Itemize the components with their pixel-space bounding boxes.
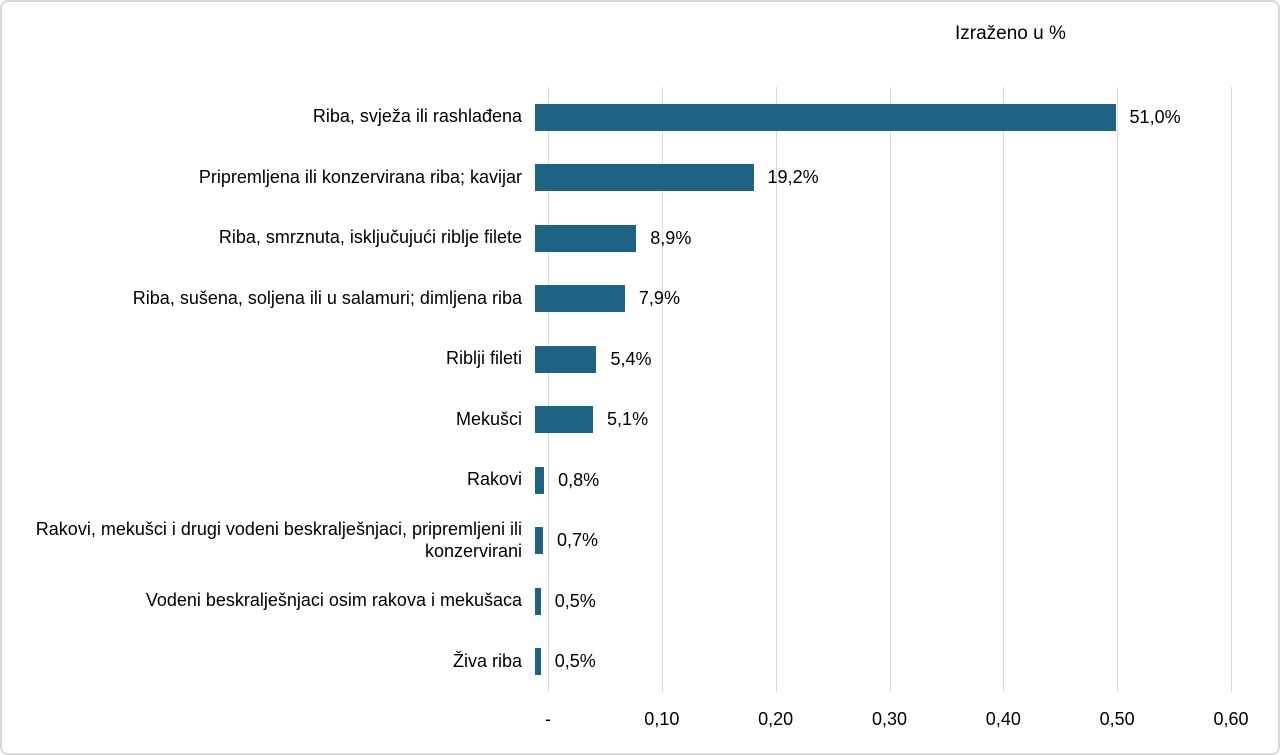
gridline	[889, 87, 891, 692]
x-tick-label: 0,40	[985, 709, 1021, 729]
value-label: 8,9%	[650, 227, 692, 248]
chart-row: Vodeni beskralješnjaci osim rakova i mek…	[2, 571, 1278, 632]
category-label: Vodeni beskralješnjaci osim rakova i mek…	[145, 590, 522, 611]
chart-row: Pripremljena ili konzervirana riba; kavi…	[2, 148, 1278, 209]
bar-track: 8,9%	[535, 208, 1218, 269]
value-label: 19,2%	[767, 167, 819, 188]
category-label: Riba, smrznuta, isključujući riblje file…	[218, 227, 522, 248]
bar	[535, 587, 541, 615]
bar	[535, 285, 625, 313]
category-label: Živa riba	[452, 650, 522, 671]
bar-track: 19,2%	[535, 148, 1218, 209]
gridline	[548, 87, 549, 692]
gridline	[661, 87, 663, 692]
value-label: 0,5%	[554, 590, 596, 611]
chart-row: Riba, smrznuta, isključujući riblje file…	[2, 208, 1278, 269]
category-label: Rakovi	[466, 469, 522, 490]
chart-row: Riba, sušena, soljena ili u salamuri; di…	[2, 269, 1278, 330]
bar	[535, 648, 541, 676]
bar-track: 5,1%	[535, 390, 1218, 451]
value-label: 5,1%	[607, 409, 649, 430]
chart-row: Riba, svježa ili rashlađena 51,0%	[2, 87, 1278, 148]
bar	[535, 103, 1116, 131]
bar-track: 0,5%	[535, 571, 1218, 632]
gridline	[1117, 87, 1119, 692]
plot-area	[548, 87, 1232, 692]
chart-row: Mekušci 5,1%	[2, 390, 1278, 451]
bar-track: 0,8%	[535, 450, 1218, 511]
x-tick-label: 0,60	[1213, 709, 1249, 729]
bar	[535, 345, 597, 373]
value-label: 51,0%	[1129, 106, 1181, 127]
category-label: Rakovi, mekušci i drugi vodeni beskralje…	[35, 518, 522, 561]
x-tick-label: 0,10	[644, 709, 680, 729]
x-tick-label: -	[545, 709, 551, 729]
category-label: Pripremljena ili konzervirana riba; kavi…	[198, 166, 522, 187]
gridline	[1231, 87, 1232, 692]
value-label: 0,5%	[554, 651, 596, 672]
gridline	[775, 87, 777, 692]
chart-row: Rakovi, mekušci i drugi vodeni beskralje…	[2, 511, 1278, 572]
category-label: Riba, svježa ili rashlađena	[312, 106, 522, 127]
bar-track: 5,4%	[535, 329, 1218, 390]
chart-rows: Riba, svježa ili rashlađena 51,0% Pripreml…	[2, 87, 1278, 693]
bar	[535, 164, 754, 192]
value-label: 0,7%	[556, 530, 598, 551]
category-label: Riba, sušena, soljena ili u salamuri; di…	[132, 287, 522, 308]
x-tick-label: 0,20	[758, 709, 794, 729]
value-label: 5,4%	[610, 348, 652, 369]
chart-title: Izraženo u %	[955, 23, 1066, 44]
bar-track: 51,0%	[535, 87, 1218, 148]
bar-track: 0,5%	[535, 632, 1218, 693]
value-label: 7,9%	[638, 288, 680, 309]
x-axis: - 0,10 0,20 0,30 0,40 0,50 0,60	[545, 709, 1249, 739]
category-label: Mekušci	[455, 408, 522, 429]
x-tick-label: 0,50	[1099, 709, 1135, 729]
bar	[535, 406, 594, 434]
x-tick-label: 0,30	[871, 709, 908, 729]
chart-row: Riblji fileti 5,4%	[2, 329, 1278, 390]
value-label: 0,8%	[558, 469, 600, 490]
gridline	[1003, 87, 1005, 692]
bar	[535, 224, 637, 252]
bar-track: 0,7%	[535, 511, 1218, 572]
category-label: Riblji fileti	[445, 348, 522, 369]
bar	[535, 527, 543, 555]
bar	[535, 466, 545, 494]
bar-track: 7,9%	[535, 269, 1218, 330]
chart-row: Živa riba 0,5%	[2, 632, 1278, 693]
chart-row: Rakovi 0,8%	[2, 450, 1278, 511]
